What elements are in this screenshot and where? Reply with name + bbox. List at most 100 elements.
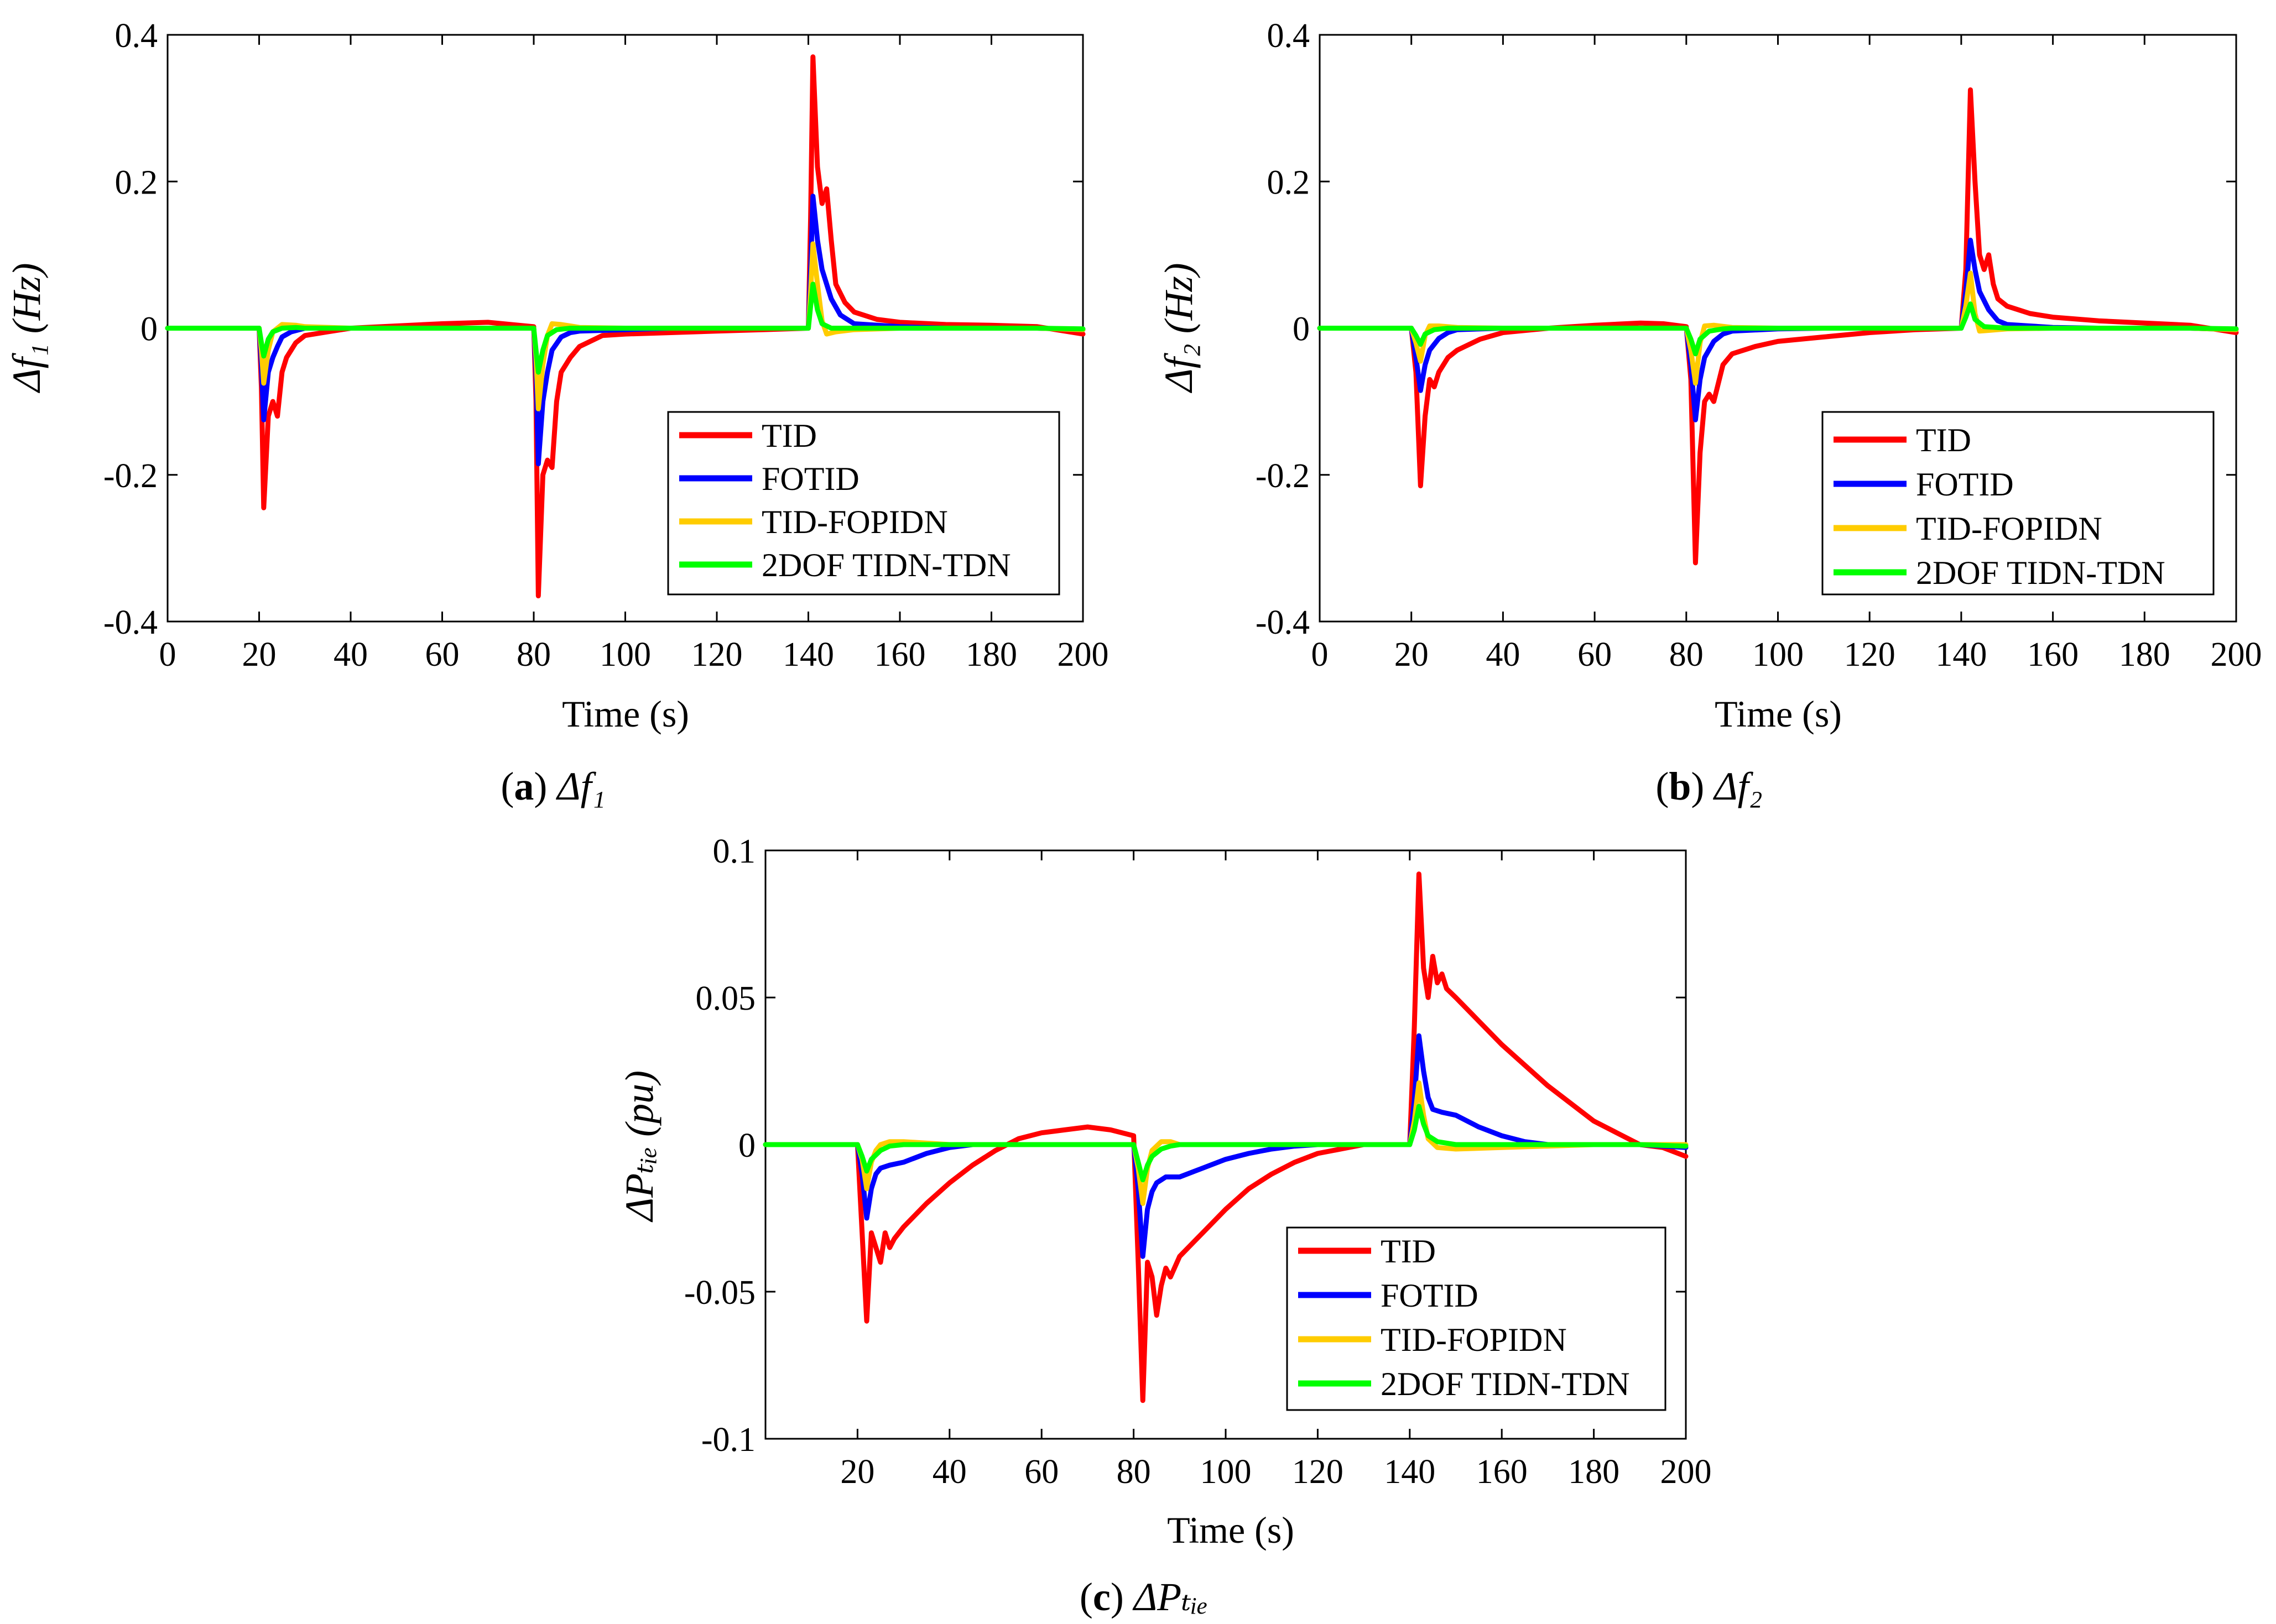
panel-b-legend-2dof: 2DOF TIDN-TDN: [1916, 555, 2165, 591]
panel-c-xtick-label: 120: [1292, 1453, 1343, 1491]
panel-b-xtick-label: 40: [1486, 636, 1520, 673]
panel-c-xtick-label: 40: [933, 1453, 967, 1491]
panel-a-series-fotid: [165, 194, 1086, 467]
panel-b-ytick-label: -0.4: [1256, 604, 1310, 641]
panel-b-legend-fotid: FOTID: [1916, 466, 2014, 503]
panel-a-delta-f1: 0 20 40 60 80 100 120 140 160 180 200 -0.4 -0.2 0 0.2 0…: [4, 17, 1109, 808]
panel-c-xtick-label: 100: [1200, 1453, 1252, 1491]
panel-a-ytick-label: 0: [140, 311, 158, 348]
panel-b-xtick-label: 140: [1935, 636, 1987, 673]
panel-c-xtick-label: 200: [1660, 1453, 1712, 1491]
panel-c-series-tid: [763, 871, 1689, 1403]
panel-a-legend: TID FOTID TID-FOPIDN 2DOF TIDN-TDN: [667, 411, 1060, 596]
panel-a-xtick-label: 140: [783, 636, 834, 673]
panel-c-ytick-label: -0.05: [684, 1274, 756, 1312]
panel-c-series-fotid: [763, 1033, 1689, 1259]
panel-a-xtick-label: 160: [874, 636, 926, 673]
panel-b-xtick-label: 180: [2119, 636, 2170, 673]
panel-b-xlabel: Time (s): [1715, 693, 1842, 735]
panel-c-caption: (c) ΔPₜᵢₑ: [1080, 1575, 1208, 1619]
panel-a-xtick-label: 0: [159, 636, 176, 673]
panel-b-xtick-label: 0: [1311, 636, 1329, 673]
panel-b-xtick-label: 100: [1752, 636, 1804, 673]
panel-a-xtick-label: 20: [242, 636, 277, 673]
panel-b-xtick-label: 60: [1577, 636, 1612, 673]
panel-b-ytick-label: 0.4: [1267, 17, 1310, 55]
panel-b-delta-f2: 0 20 40 60 80 100 120 140 160 180 200 -0.4 -0.2 0 0.2 0…: [1157, 17, 2262, 808]
panel-c-caption-math: ΔPₜᵢₑ: [1132, 1575, 1208, 1619]
panel-c-caption-text: (c) ΔPₜᵢₑ: [1080, 1575, 1208, 1619]
panel-b-legend-tid-fopidn: TID-FOPIDN: [1916, 510, 2102, 547]
panel-c-xtick-label: 20: [840, 1453, 874, 1491]
panel-a-xtick-label: 100: [600, 636, 651, 673]
panel-b-caption: (b) Δf₂: [1655, 764, 1762, 808]
panel-c-series-2dof-tidn-tdn: [763, 1104, 1689, 1183]
panel-b-xtick-label: 120: [1844, 636, 1895, 673]
panel-b-caption-math: Δf₂: [1712, 764, 1762, 808]
panel-a-series-2dof-tidn-tdn: [165, 281, 1086, 375]
panel-a-xlabel: Time (s): [562, 693, 689, 735]
panel-c-xtick-label: 60: [1024, 1453, 1059, 1491]
panel-c-legend-tid-fopidn: TID-FOPIDN: [1381, 1322, 1567, 1358]
panel-a-caption: (a) Δf₁: [501, 764, 605, 808]
panel-c-legend-box: [1286, 1226, 1666, 1411]
panel-a-xtick-label: 120: [691, 636, 743, 673]
panel-c-ytick-label: 0.1: [713, 833, 756, 870]
panel-c-ytick-label: 0.05: [696, 980, 756, 1017]
panel-b-caption-text: (b) Δf₂: [1655, 764, 1762, 808]
panel-c-xlabel: Time (s): [1167, 1509, 1294, 1551]
panel-b-ytick-label: 0: [1293, 311, 1310, 348]
panel-a-legend-tid-fopidn: TID-FOPIDN: [762, 504, 948, 540]
panel-c-caption-letter: c: [1093, 1575, 1111, 1619]
panel-b-xtick-label: 80: [1669, 636, 1704, 673]
panel-a-xtick-label: 40: [334, 636, 368, 673]
panel-c-ytick-label: 0: [738, 1127, 756, 1165]
panel-c-legend-fotid: FOTID: [1381, 1277, 1478, 1314]
panel-c-series-tid-fopidn: [763, 1080, 1689, 1206]
panel-a-caption-letter: a: [514, 764, 534, 808]
panel-b-caption-letter: b: [1669, 764, 1691, 808]
panel-b-legend-tid: TID: [1916, 422, 1971, 458]
plot-c-area: 20 40 60 80 100 120 140 160 180 200 -0.1 -0.05 0 0.05…: [684, 833, 1712, 1491]
panel-a-ytick-label: -0.2: [103, 457, 158, 495]
panel-b-xtick-label: 200: [2211, 636, 2262, 673]
panel-b-series-tid-fopidn: [1317, 270, 2239, 386]
panel-b-series-tid: [1317, 87, 2239, 566]
panel-b-legend: TID FOTID TID-FOPIDN 2DOF TIDN-TDN: [1821, 411, 2215, 596]
panel-a-legend-2dof: 2DOF TIDN-TDN: [762, 547, 1011, 583]
panel-c-xtick-label: 80: [1117, 1453, 1151, 1491]
panel-b-xtick-label: 160: [2027, 636, 2079, 673]
panel-b-series-2dof-tidn-tdn: [1317, 301, 2239, 357]
panel-c-delta-ptie: 20 40 60 80 100 120 140 160 180 200 -0.1 -0.05 0 0.05…: [617, 833, 1712, 1619]
panel-c-xtick-label: 140: [1384, 1453, 1435, 1491]
panel-a-ytick-label: 0.4: [115, 17, 158, 55]
panel-a-ytick-label: -0.4: [103, 604, 158, 641]
panel-c-ytick-label: -0.1: [701, 1421, 756, 1459]
panel-a-series-tid-fopidn: [165, 241, 1086, 411]
panel-a-legend-fotid: FOTID: [762, 461, 860, 497]
panel-a-xtick-label: 180: [966, 636, 1017, 673]
panel-c-xtick-label: 180: [1568, 1453, 1619, 1491]
panel-c-ylabel: ΔPₜᵢₑ (pu): [617, 1071, 662, 1223]
panel-b-series-fotid: [1317, 237, 2239, 422]
panel-a-caption-math: Δf₁: [555, 764, 605, 808]
panel-a-ylabel: Δf₁ (Hz): [4, 263, 49, 393]
panel-a-legend-tid: TID: [762, 417, 817, 454]
panel-a-xtick-label: 80: [517, 636, 551, 673]
panel-c-legend-tid: TID: [1381, 1233, 1436, 1270]
panel-b-ylabel: Δf₂ (Hz): [1157, 263, 1201, 393]
panel-b-ytick-label: -0.2: [1256, 457, 1310, 495]
panel-c-legend-2dof: 2DOF TIDN-TDN: [1381, 1366, 1630, 1402]
panel-a-caption-text: (a) Δf₁: [501, 764, 605, 808]
plot-b-area: 0 20 40 60 80 100 120 140 160 180 200 -0.4 -0.2 0 0.2 0…: [1256, 17, 2262, 673]
panel-b-ytick-label: 0.2: [1267, 164, 1310, 201]
panel-a-xtick-label: 200: [1058, 636, 1109, 673]
panel-a-xtick-label: 60: [425, 636, 460, 673]
plot-a-area: 0 20 40 60 80 100 120 140 160 180 200 -0.4 -0.2 0 0.2 0…: [103, 17, 1109, 673]
panel-a-ytick-label: 0.2: [115, 164, 158, 201]
panel-c-xtick-label: 160: [1476, 1453, 1528, 1491]
panel-a-series-tid: [165, 54, 1086, 599]
panel-c-legend: TID FOTID TID-FOPIDN 2DOF TIDN-TDN: [1286, 1226, 1666, 1411]
